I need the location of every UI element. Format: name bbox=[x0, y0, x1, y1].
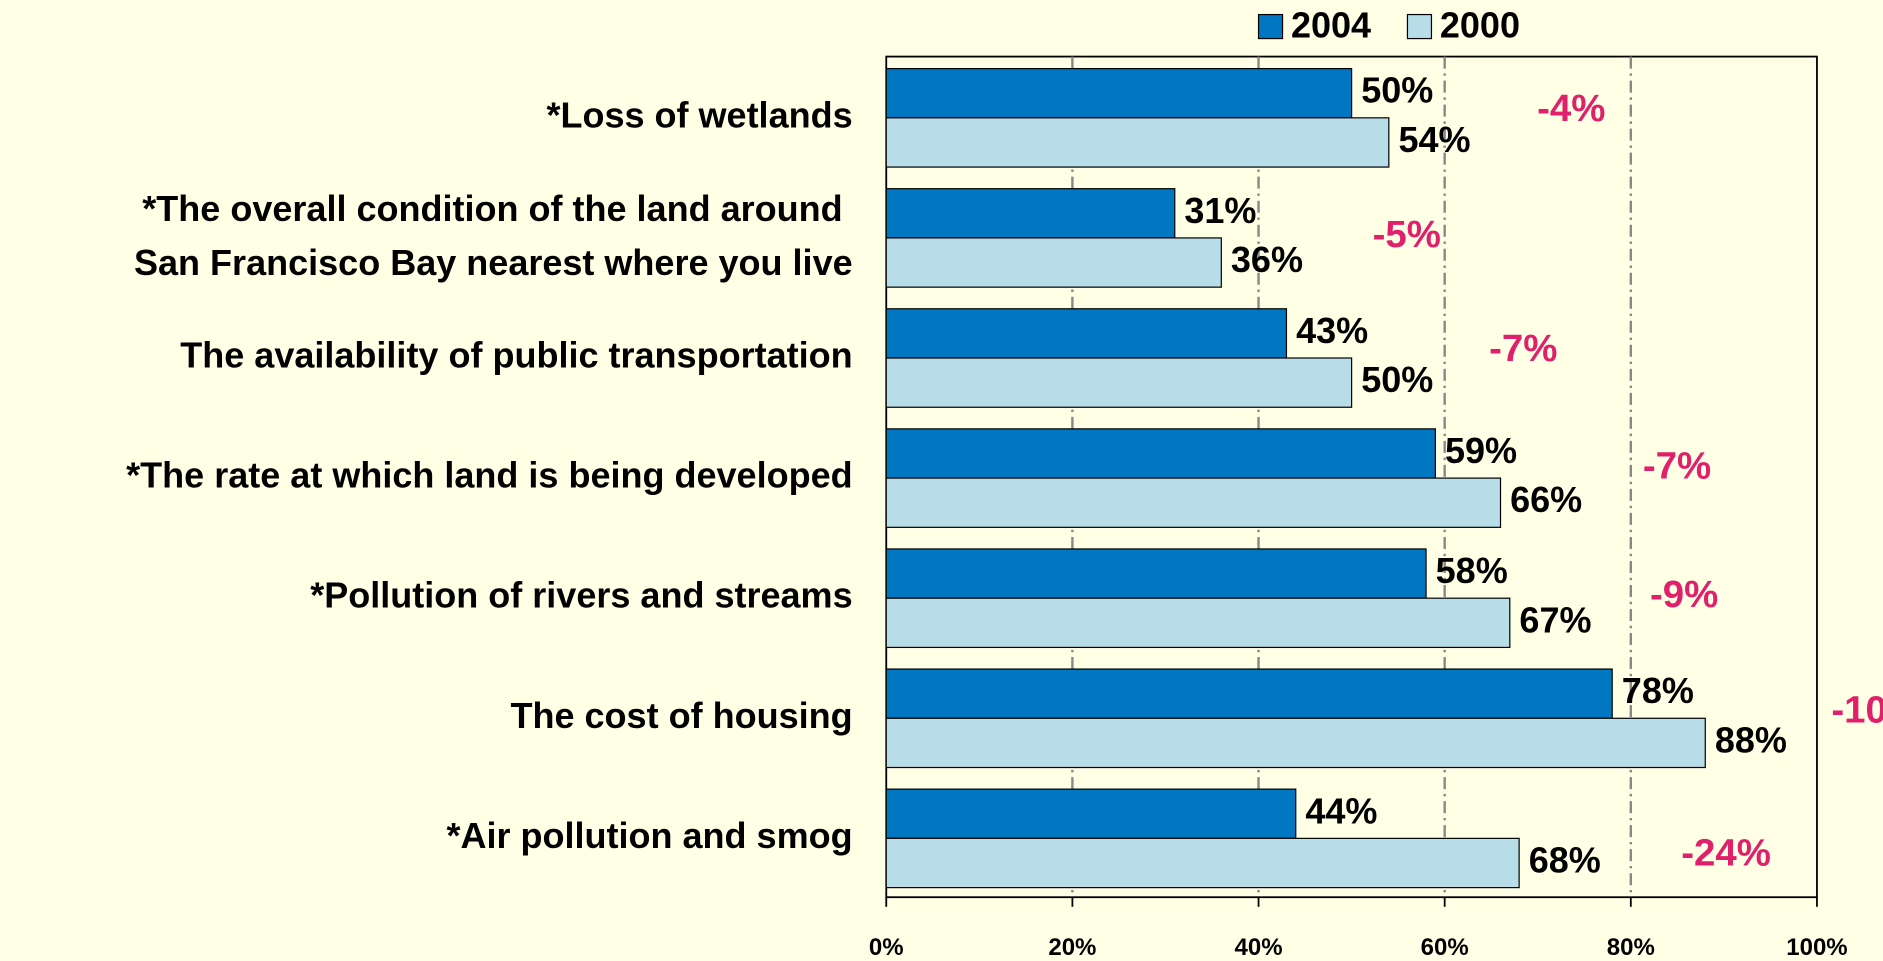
bar bbox=[885, 548, 1427, 599]
value-label: 88% bbox=[1715, 719, 1787, 760]
legend-swatch bbox=[1257, 13, 1284, 40]
category-label: *Air pollution and smog bbox=[446, 815, 852, 856]
value-label: 36% bbox=[1231, 239, 1303, 280]
annotation: -7% bbox=[1643, 445, 1711, 488]
annotation: -24% bbox=[1681, 831, 1771, 874]
value-label: 78% bbox=[1622, 670, 1694, 711]
annotation: -10% bbox=[1831, 688, 1883, 731]
legend-label: 2004 bbox=[1291, 4, 1371, 45]
bar bbox=[885, 188, 1176, 239]
category-label: The cost of housing bbox=[510, 695, 852, 736]
x-tick-label: 40% bbox=[1235, 934, 1283, 961]
legend-label: 2000 bbox=[1440, 4, 1520, 45]
bar bbox=[885, 668, 1613, 719]
value-label: 66% bbox=[1510, 479, 1582, 520]
x-tick-label: 100% bbox=[1786, 934, 1847, 961]
x-tick-label: 80% bbox=[1607, 934, 1655, 961]
x-tick-label: 60% bbox=[1421, 934, 1469, 961]
category-label: *Loss of wetlands bbox=[546, 94, 852, 135]
value-label: 44% bbox=[1305, 790, 1377, 831]
category-label: *The rate at which land is being develop… bbox=[126, 455, 852, 496]
value-label: 67% bbox=[1519, 599, 1591, 640]
annotation: -9% bbox=[1650, 573, 1718, 616]
annotation: -5% bbox=[1373, 213, 1441, 256]
bar bbox=[885, 357, 1353, 408]
category-label: *The overall condition of the land aroun… bbox=[134, 187, 853, 282]
x-tick-label: 0% bbox=[869, 934, 904, 961]
value-label: 31% bbox=[1184, 190, 1256, 231]
value-label: 59% bbox=[1445, 430, 1517, 471]
bar bbox=[885, 717, 1706, 769]
category-label: The availability of public transportatio… bbox=[180, 335, 852, 376]
bar bbox=[885, 597, 1511, 649]
bar bbox=[885, 788, 1297, 839]
category-label: *Pollution of rivers and streams bbox=[310, 575, 852, 616]
legend-swatch bbox=[1406, 13, 1433, 40]
bar bbox=[885, 477, 1502, 528]
annotation: -4% bbox=[1537, 87, 1605, 130]
x-tick-label: 20% bbox=[1048, 934, 1096, 961]
annotation: -7% bbox=[1489, 327, 1557, 370]
value-label: 50% bbox=[1361, 70, 1433, 111]
bar bbox=[885, 308, 1288, 359]
bar bbox=[885, 117, 1390, 168]
value-label: 54% bbox=[1398, 119, 1470, 160]
bar bbox=[885, 237, 1222, 288]
bar bbox=[885, 837, 1520, 889]
value-label: 50% bbox=[1361, 359, 1433, 400]
value-label: 68% bbox=[1529, 840, 1601, 881]
value-label: 58% bbox=[1436, 550, 1508, 591]
bar bbox=[885, 67, 1353, 119]
value-label: 43% bbox=[1296, 310, 1368, 351]
bar bbox=[885, 428, 1436, 479]
